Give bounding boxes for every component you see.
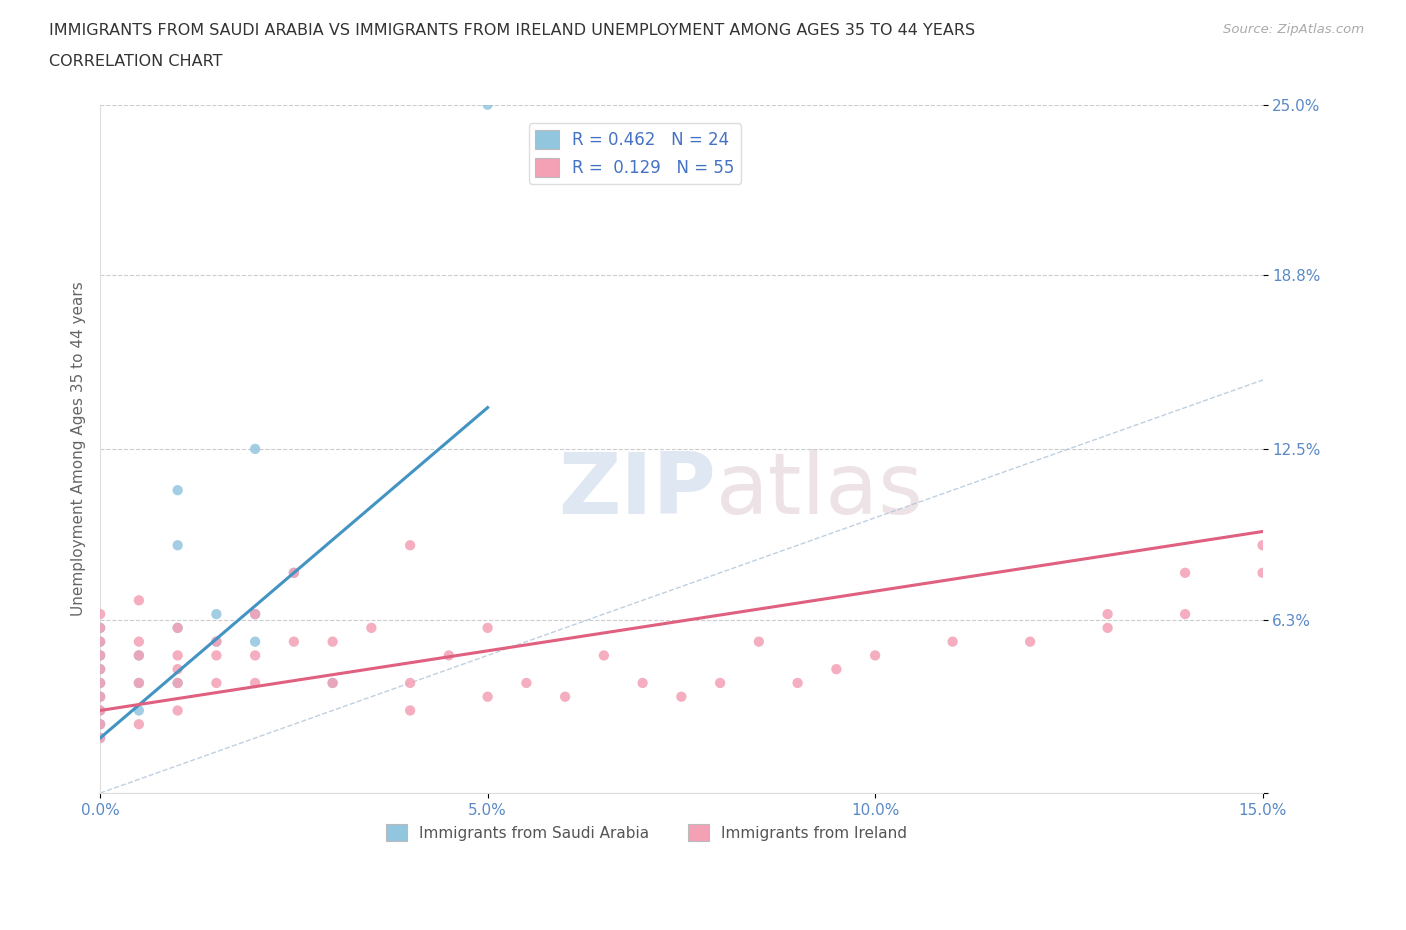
Point	[437, 648, 460, 663]
Point	[1251, 565, 1274, 580]
Point	[89, 717, 111, 732]
Point	[89, 703, 111, 718]
Point	[128, 648, 150, 663]
Point	[671, 689, 693, 704]
Point	[89, 634, 111, 649]
Text: CORRELATION CHART: CORRELATION CHART	[49, 54, 222, 69]
Point	[399, 538, 422, 552]
Point	[1097, 620, 1119, 635]
Y-axis label: Unemployment Among Ages 35 to 44 years: Unemployment Among Ages 35 to 44 years	[72, 282, 86, 617]
Point	[89, 731, 111, 746]
Point	[89, 703, 111, 718]
Point	[128, 703, 150, 718]
Point	[89, 648, 111, 663]
Point	[89, 620, 111, 635]
Text: atlas: atlas	[716, 448, 924, 532]
Legend: Immigrants from Saudi Arabia, Immigrants from Ireland: Immigrants from Saudi Arabia, Immigrants…	[380, 817, 914, 847]
Text: Source: ZipAtlas.com: Source: ZipAtlas.com	[1223, 23, 1364, 36]
Point	[205, 606, 228, 621]
Point	[205, 648, 228, 663]
Point	[166, 620, 188, 635]
Point	[89, 731, 111, 746]
Point	[128, 717, 150, 732]
Point	[1097, 606, 1119, 621]
Point	[243, 675, 266, 690]
Point	[322, 634, 344, 649]
Point	[128, 675, 150, 690]
Point	[166, 483, 188, 498]
Point	[399, 703, 422, 718]
Point	[89, 662, 111, 677]
Point	[128, 675, 150, 690]
Point	[89, 717, 111, 732]
Point	[283, 565, 305, 580]
Point	[89, 634, 111, 649]
Point	[283, 634, 305, 649]
Point	[89, 675, 111, 690]
Point	[942, 634, 965, 649]
Point	[554, 689, 576, 704]
Point	[592, 648, 614, 663]
Point	[89, 606, 111, 621]
Point	[166, 675, 188, 690]
Text: IMMIGRANTS FROM SAUDI ARABIA VS IMMIGRANTS FROM IRELAND UNEMPLOYMENT AMONG AGES : IMMIGRANTS FROM SAUDI ARABIA VS IMMIGRAN…	[49, 23, 976, 38]
Point	[283, 565, 305, 580]
Point	[89, 689, 111, 704]
Point	[1019, 634, 1042, 649]
Point	[166, 648, 188, 663]
Point	[863, 648, 886, 663]
Point	[128, 648, 150, 663]
Point	[709, 675, 731, 690]
Point	[89, 689, 111, 704]
Point	[166, 703, 188, 718]
Point	[515, 675, 537, 690]
Point	[786, 675, 808, 690]
Point	[243, 606, 266, 621]
Point	[166, 538, 188, 552]
Point	[243, 648, 266, 663]
Point	[322, 675, 344, 690]
Point	[89, 620, 111, 635]
Point	[748, 634, 770, 649]
Point	[360, 620, 382, 635]
Point	[243, 442, 266, 457]
Point	[89, 648, 111, 663]
Point	[166, 620, 188, 635]
Point	[128, 634, 150, 649]
Point	[166, 675, 188, 690]
Point	[89, 662, 111, 677]
Point	[243, 634, 266, 649]
Point	[477, 98, 499, 113]
Point	[322, 675, 344, 690]
Point	[399, 675, 422, 690]
Point	[1251, 538, 1274, 552]
Point	[205, 675, 228, 690]
Point	[1174, 565, 1197, 580]
Point	[128, 593, 150, 608]
Point	[166, 662, 188, 677]
Point	[243, 606, 266, 621]
Point	[477, 620, 499, 635]
Point	[631, 675, 654, 690]
Point	[477, 689, 499, 704]
Point	[205, 634, 228, 649]
Text: ZIP: ZIP	[558, 448, 716, 532]
Point	[89, 675, 111, 690]
Point	[825, 662, 848, 677]
Point	[1174, 606, 1197, 621]
Point	[205, 634, 228, 649]
